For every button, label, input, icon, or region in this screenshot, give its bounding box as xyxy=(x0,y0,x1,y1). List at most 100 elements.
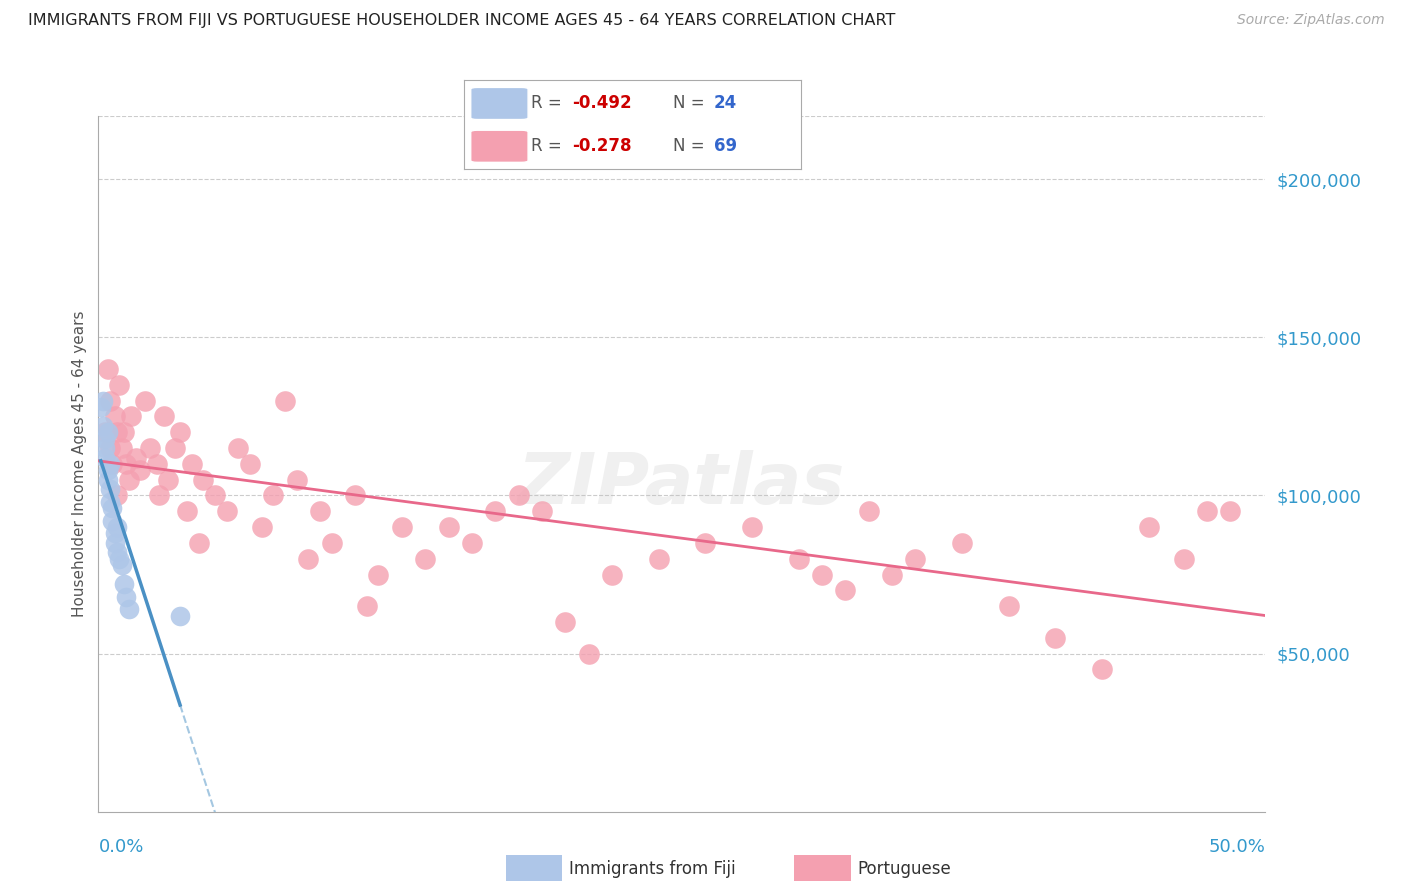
Text: 69: 69 xyxy=(714,137,737,155)
Point xyxy=(104,409,127,424)
Point xyxy=(98,393,121,408)
Point xyxy=(285,473,308,487)
Point xyxy=(165,441,187,455)
Point xyxy=(105,545,128,559)
Point xyxy=(904,551,927,566)
Point xyxy=(97,473,120,487)
Point xyxy=(120,409,142,424)
Point xyxy=(367,567,389,582)
Point xyxy=(98,457,121,471)
Point xyxy=(321,536,343,550)
Point xyxy=(787,551,810,566)
Point xyxy=(1173,551,1195,566)
Text: R =: R = xyxy=(531,137,568,155)
Point xyxy=(104,526,127,541)
Point xyxy=(950,536,973,550)
Point xyxy=(94,425,117,440)
Point xyxy=(118,602,141,616)
Text: ZIPatlas: ZIPatlas xyxy=(519,450,845,519)
Point xyxy=(112,577,135,591)
Text: R =: R = xyxy=(531,95,568,112)
Point xyxy=(98,495,121,509)
Point xyxy=(695,536,717,550)
Point xyxy=(91,393,114,408)
Point xyxy=(834,583,856,598)
Point xyxy=(530,504,553,518)
Point xyxy=(105,425,128,440)
Point xyxy=(228,441,250,455)
Point xyxy=(250,520,273,534)
Point xyxy=(508,488,530,502)
Point xyxy=(101,501,124,516)
Point xyxy=(413,551,436,566)
Point xyxy=(108,551,131,566)
Point xyxy=(169,608,191,623)
Point xyxy=(115,590,138,604)
Point xyxy=(215,504,238,518)
Point xyxy=(101,514,124,528)
Text: Portuguese: Portuguese xyxy=(858,860,952,878)
Point xyxy=(997,599,1019,614)
Point xyxy=(169,425,191,440)
Point xyxy=(262,488,284,502)
Point xyxy=(97,425,120,440)
Point xyxy=(97,362,120,376)
Text: -0.278: -0.278 xyxy=(572,137,631,155)
Point xyxy=(90,400,112,414)
Point xyxy=(391,520,413,534)
Point xyxy=(118,473,141,487)
Point xyxy=(880,567,903,582)
Point xyxy=(112,425,135,440)
Point xyxy=(811,567,834,582)
Text: 24: 24 xyxy=(714,95,737,112)
Point xyxy=(139,441,162,455)
Point xyxy=(193,473,215,487)
Point xyxy=(94,432,117,446)
FancyBboxPatch shape xyxy=(471,87,529,120)
Text: -0.492: -0.492 xyxy=(572,95,631,112)
Point xyxy=(1045,631,1067,645)
Point xyxy=(98,482,121,496)
Point xyxy=(91,418,114,433)
Point xyxy=(1137,520,1160,534)
Point xyxy=(1195,504,1218,518)
Point xyxy=(239,457,262,471)
Point xyxy=(108,377,131,392)
Point xyxy=(105,488,128,502)
Point xyxy=(94,450,117,465)
Point xyxy=(1219,504,1241,518)
Point xyxy=(152,409,174,424)
Point xyxy=(97,463,120,477)
Text: IMMIGRANTS FROM FIJI VS PORTUGUESE HOUSEHOLDER INCOME AGES 45 - 64 YEARS CORRELA: IMMIGRANTS FROM FIJI VS PORTUGUESE HOUSE… xyxy=(28,13,896,29)
Y-axis label: Householder Income Ages 45 - 64 years: Householder Income Ages 45 - 64 years xyxy=(72,310,87,617)
Point xyxy=(105,520,128,534)
Point xyxy=(858,504,880,518)
FancyBboxPatch shape xyxy=(471,130,529,162)
Point xyxy=(437,520,460,534)
Point xyxy=(146,457,169,471)
Point xyxy=(309,504,332,518)
Point xyxy=(1091,662,1114,676)
Point xyxy=(461,536,484,550)
Point xyxy=(111,558,134,572)
Point xyxy=(176,504,198,518)
Point xyxy=(600,567,623,582)
Text: N =: N = xyxy=(673,137,710,155)
Point xyxy=(157,473,180,487)
Point xyxy=(115,457,138,471)
Point xyxy=(98,441,121,455)
Point xyxy=(647,551,669,566)
Point xyxy=(94,441,117,455)
Point xyxy=(344,488,367,502)
Text: N =: N = xyxy=(673,95,710,112)
Point xyxy=(125,450,148,465)
Text: 50.0%: 50.0% xyxy=(1209,838,1265,856)
Point xyxy=(134,393,156,408)
Point xyxy=(148,488,170,502)
Text: Source: ZipAtlas.com: Source: ZipAtlas.com xyxy=(1237,13,1385,28)
Point xyxy=(129,463,152,477)
Text: Immigrants from Fiji: Immigrants from Fiji xyxy=(569,860,737,878)
Point xyxy=(554,615,576,629)
Point xyxy=(484,504,506,518)
Point xyxy=(101,457,124,471)
